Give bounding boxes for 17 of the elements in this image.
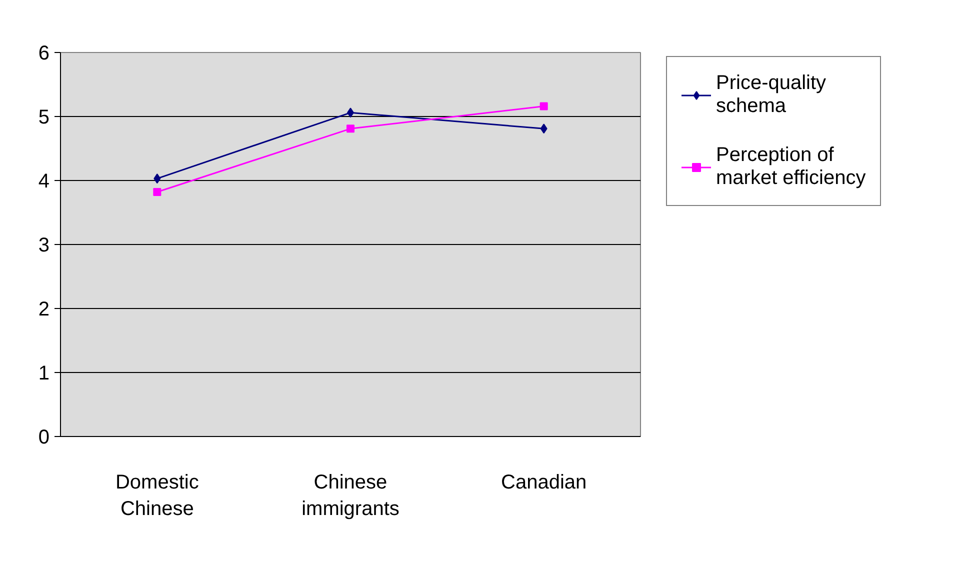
y-tick-label: 3 xyxy=(38,234,50,256)
y-tick-label: 2 xyxy=(38,298,50,320)
legend-label: Price-quality schema xyxy=(716,71,826,119)
point xyxy=(346,124,354,133)
legend-label: Perception of market efficiency xyxy=(716,143,866,191)
y-tick-label: 5 xyxy=(38,106,50,128)
y-tick-label: 0 xyxy=(38,426,50,448)
x-tick-label: Domestic Chinese xyxy=(115,472,199,520)
point xyxy=(153,188,162,196)
y-tick-label: 6 xyxy=(38,42,50,64)
x-tick-label: Chinese immigrants xyxy=(302,472,400,520)
y-tick-label: 1 xyxy=(38,362,50,384)
point xyxy=(540,102,548,110)
y-tick-label: 4 xyxy=(38,170,50,192)
point xyxy=(154,174,161,184)
x-tick-label: Canadian xyxy=(501,472,587,494)
point xyxy=(540,124,548,134)
